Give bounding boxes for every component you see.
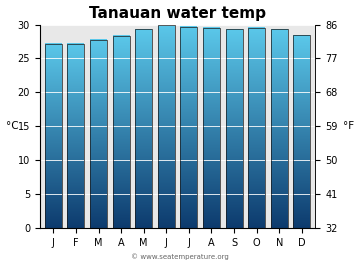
Bar [271, 29, 288, 228]
Bar [203, 28, 220, 228]
Text: © www.seatemperature.org: © www.seatemperature.org [131, 253, 229, 260]
Y-axis label: °C: °C [6, 121, 18, 131]
Bar [180, 27, 197, 228]
Bar [226, 29, 243, 228]
Y-axis label: °F: °F [343, 121, 354, 131]
Bar [90, 40, 107, 228]
Bar [248, 28, 265, 228]
Bar [113, 36, 130, 228]
Bar [45, 43, 62, 228]
Bar [293, 35, 310, 228]
Bar [158, 24, 175, 228]
Title: Tanauan water temp: Tanauan water temp [89, 5, 266, 21]
Bar [67, 43, 84, 228]
Bar [135, 29, 152, 228]
